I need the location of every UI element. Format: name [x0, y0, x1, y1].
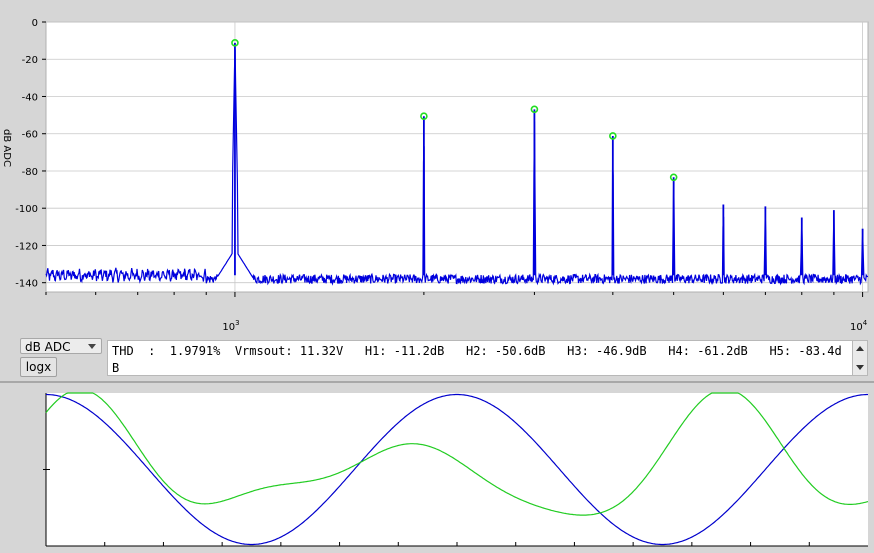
harmonic-marker: [530, 105, 539, 114]
x-tick-label: 103: [222, 319, 239, 333]
scope-panel: [0, 383, 874, 553]
y-tick-label: -120: [15, 241, 38, 252]
scroll-up-icon[interactable]: [856, 346, 864, 351]
logx-button[interactable]: logx: [20, 357, 57, 377]
chevron-down-icon: [88, 344, 96, 349]
y-tick-label: 0: [32, 18, 38, 29]
harmonic-marker: [231, 39, 239, 47]
scope-plot-area: [46, 393, 868, 546]
panel-divider[interactable]: [0, 381, 874, 383]
harmonic-marker: [609, 132, 617, 140]
thd-scrollbar[interactable]: [853, 340, 868, 376]
y-tick-label: -100: [15, 204, 38, 215]
scroll-down-icon[interactable]: [856, 365, 864, 370]
thd-readout[interactable]: THD : 1.9791% Vrmsout: 11.32V H1: -11.2d…: [107, 340, 853, 376]
scope-chart: [43, 392, 869, 547]
scope-trace-green: [45, 392, 869, 516]
y-tick-label: -60: [22, 130, 38, 141]
controls-bar: dB ADC logx THD : 1.9791% Vrmsout: 11.32…: [0, 336, 874, 380]
y-axis-label: dB ADC: [1, 129, 12, 167]
harmonic-marker: [420, 112, 428, 121]
spectrum-chart: dB ADC 0 -20 -40 -60 -80 -100 -120 -140 103 104: [1, 18, 869, 333]
unit-select-value: dB ADC: [25, 340, 71, 354]
spectrum-panel: dB ADC 0 -20 -40 -60 -80 -100 -120 -140 103 104: [1, 18, 869, 333]
unit-select[interactable]: dB ADC: [20, 338, 102, 354]
y-tick-label: -80: [22, 167, 38, 178]
x-tick-label: 104: [850, 319, 868, 333]
scope-trace-blue: [46, 393, 868, 546]
y-tick-label: -140: [15, 279, 38, 290]
y-tick-label: -20: [22, 55, 38, 66]
spectrum-trace: [45, 49, 869, 286]
y-tick-label: -40: [22, 92, 38, 103]
harmonic-marker: [669, 173, 678, 182]
plot-area: [45, 21, 869, 293]
